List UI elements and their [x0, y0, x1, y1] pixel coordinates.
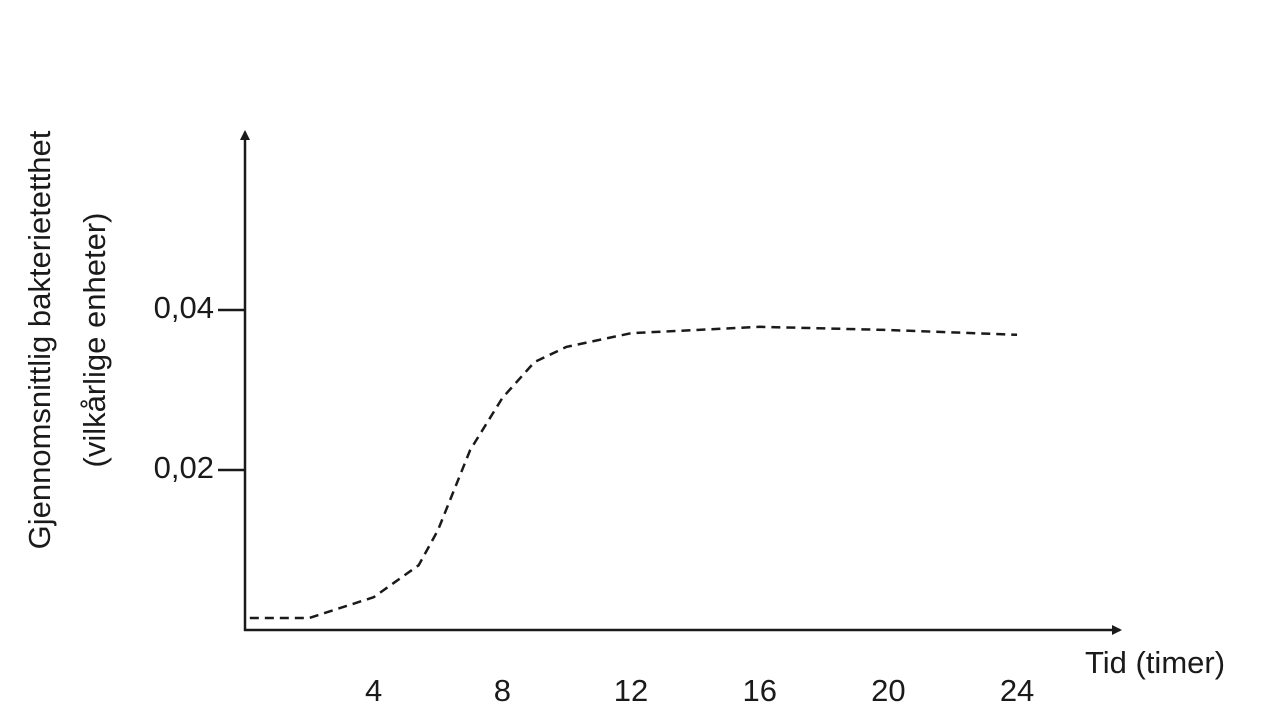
- x-tick-label: 4: [365, 673, 382, 708]
- y-axis-label: (vilkårlige enheter): [77, 213, 112, 468]
- x-tick-label: 16: [742, 673, 776, 708]
- data-line: [249, 325, 1018, 620]
- x-tick-label: 24: [1000, 673, 1034, 708]
- y-axis-label: Gjennomsnittlig bakterietetthet: [22, 130, 57, 549]
- y-tick-label: 0,04: [154, 290, 214, 325]
- x-tick-label: 20: [871, 673, 905, 708]
- x-axis-label: Tid (timer): [1085, 645, 1225, 680]
- x-tick-label: 8: [494, 673, 511, 708]
- y-tick-label: 0,02: [154, 450, 214, 485]
- x-tick-label: 12: [614, 673, 648, 708]
